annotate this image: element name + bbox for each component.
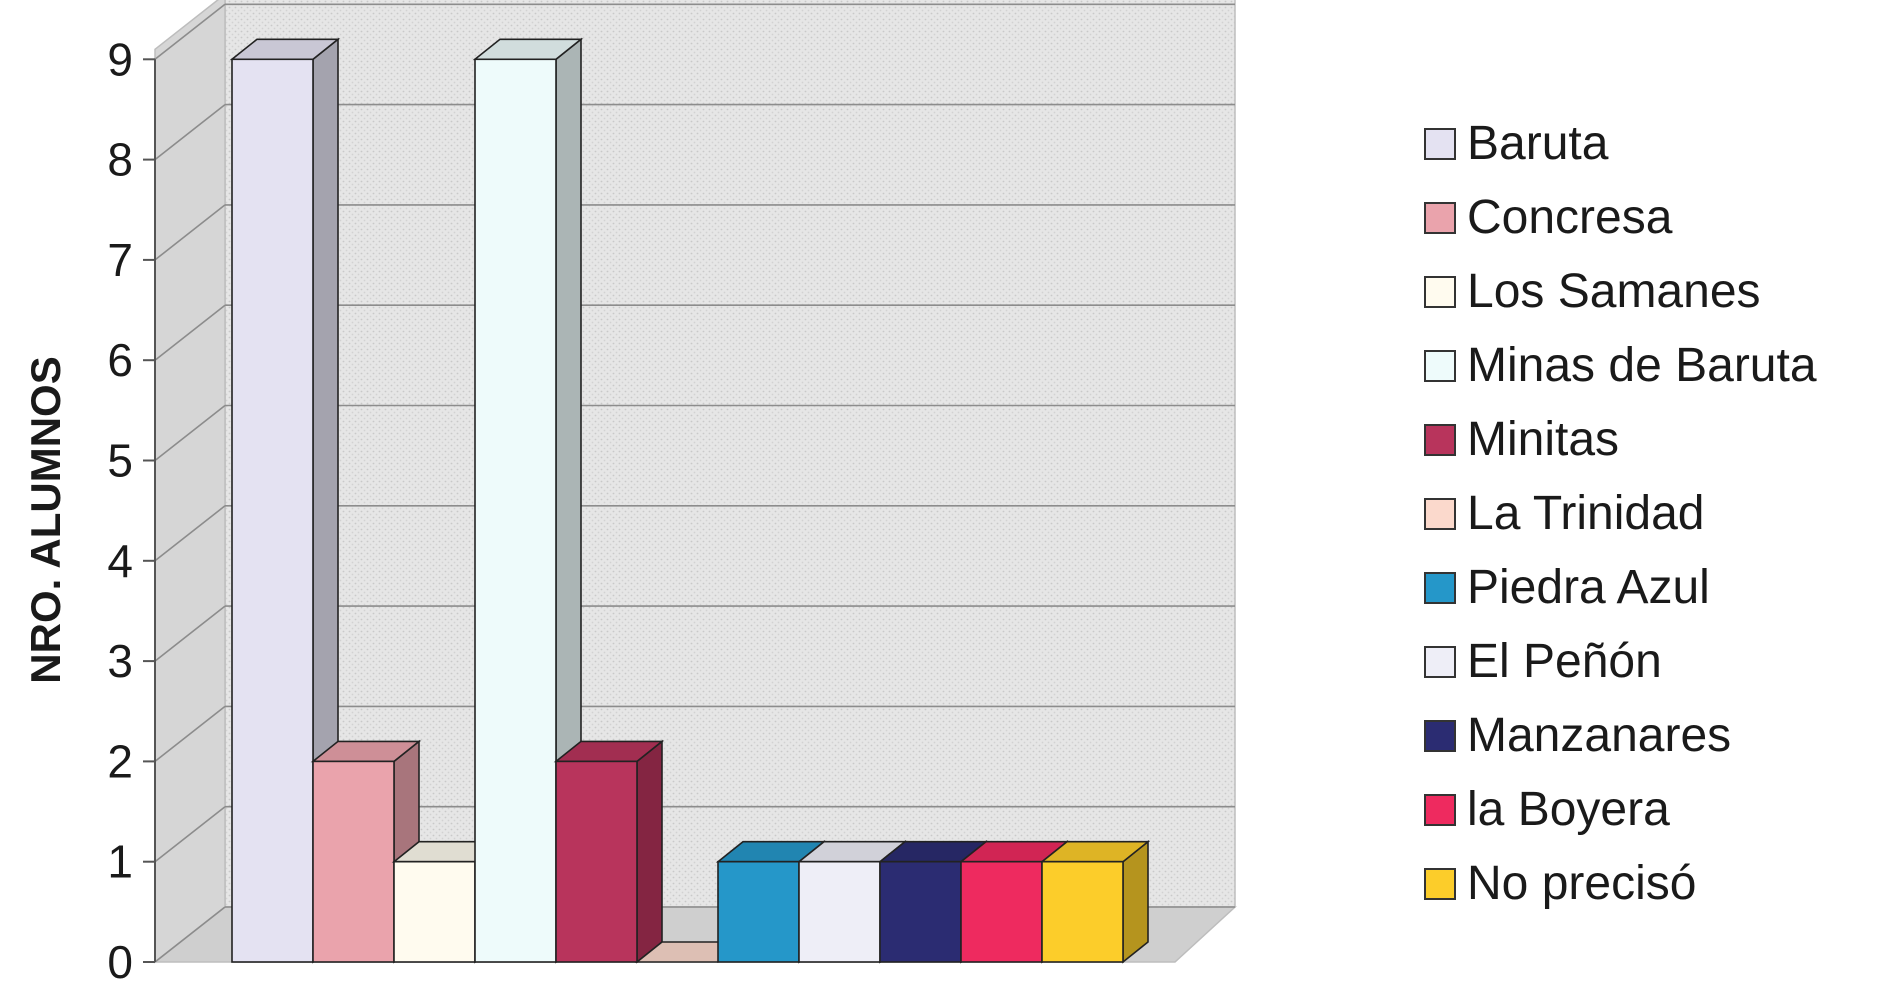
legend-swatch	[1424, 424, 1456, 456]
legend-label: No precisó	[1467, 857, 1696, 910]
legend-swatch	[1424, 498, 1456, 530]
gridline-side	[154, 705, 226, 763]
y-tick-label: 9	[107, 33, 133, 85]
legend-item: la Boyera	[1424, 783, 1670, 836]
legend-swatch	[1424, 276, 1456, 308]
legend-swatch	[1424, 868, 1456, 900]
legend-swatch	[1424, 646, 1456, 678]
legend-item: La Trinidad	[1424, 487, 1705, 540]
bar-baruta	[229, 37, 341, 964]
gridline-side	[154, 404, 226, 462]
bar-front	[1041, 860, 1124, 963]
gridline-side	[154, 605, 226, 662]
legend-item: Minitas	[1424, 413, 1619, 466]
legend-item: Los Samanes	[1424, 265, 1761, 318]
bar-front	[231, 58, 314, 963]
y-tick-label: 6	[107, 334, 133, 386]
legend-item: Piedra Azul	[1424, 561, 1710, 614]
legend-label: Minas de Baruta	[1467, 339, 1817, 392]
legend-item: Manzanares	[1424, 709, 1731, 762]
bar-no-precis-	[1039, 840, 1151, 964]
legend-label: Los Samanes	[1467, 265, 1761, 318]
gridline-side	[154, 505, 226, 562]
legend-label: Baruta	[1467, 117, 1609, 170]
gridline-side	[154, 204, 226, 261]
legend: Baruta Concresa Los Samanes Minas de Baruta…	[1424, 117, 1817, 910]
legend-label: La Trinidad	[1467, 487, 1705, 540]
bar-front	[393, 860, 476, 963]
legend-label: Concresa	[1467, 191, 1673, 244]
y-tick-label: 3	[107, 635, 133, 687]
bars	[229, 37, 1151, 964]
gridline-side	[154, 304, 226, 361]
bar-minitas	[553, 739, 665, 964]
y-tick-label: 2	[107, 735, 133, 787]
legend-item: Baruta	[1424, 117, 1609, 170]
legend-item: Concresa	[1424, 191, 1673, 244]
bar-side	[1122, 840, 1149, 964]
y-tick-label: 5	[107, 435, 133, 487]
bar-front	[960, 860, 1043, 963]
y-tick-label: 0	[107, 936, 133, 987]
legend-item: El Peñón	[1424, 635, 1662, 688]
gridline-side	[154, 806, 226, 863]
y-axis: 0 1 2 3 4 5 6 7 8 9	[107, 33, 156, 987]
legend-swatch	[1424, 350, 1456, 382]
legend-label: la Boyera	[1467, 783, 1670, 836]
legend-label: El Peñón	[1467, 635, 1662, 688]
legend-item: No precisó	[1424, 857, 1696, 910]
gridline-side	[154, 3, 226, 60]
bar-side	[636, 739, 663, 964]
y-tick-label: 4	[107, 535, 133, 587]
legend-swatch	[1424, 794, 1456, 826]
side-wall	[154, 0, 226, 964]
bar-front	[717, 860, 800, 963]
gridline-side	[154, 906, 226, 963]
gridline-side	[154, 103, 226, 161]
y-tick-label: 1	[107, 836, 133, 888]
bar-front	[798, 860, 881, 963]
legend-swatch	[1424, 202, 1456, 234]
y-tick-label: 8	[107, 134, 133, 186]
legend-swatch	[1424, 572, 1456, 604]
bar-front	[474, 58, 557, 963]
legend-label: Minitas	[1467, 413, 1619, 466]
bar-front	[312, 760, 395, 963]
legend-swatch	[1424, 128, 1456, 160]
legend-label: Manzanares	[1467, 709, 1731, 762]
legend-swatch	[1424, 720, 1456, 752]
y-axis-title: NRO. ALUMNOS	[22, 356, 69, 683]
legend-label: Piedra Azul	[1467, 561, 1710, 614]
bar-front	[555, 760, 638, 963]
bar-front	[879, 860, 962, 963]
y-tick-label: 7	[107, 234, 133, 286]
legend-item: Minas de Baruta	[1424, 339, 1817, 392]
bar-minas-de-baruta	[472, 37, 584, 964]
